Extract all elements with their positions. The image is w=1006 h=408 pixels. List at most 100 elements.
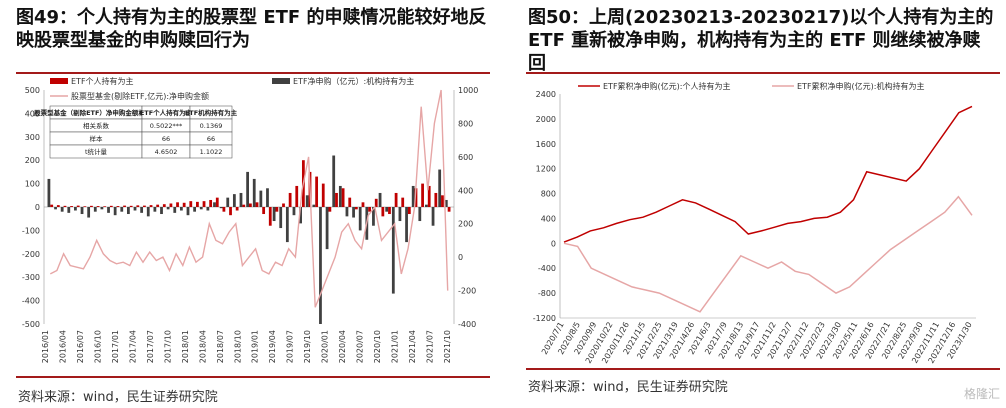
bar-institution bbox=[186, 207, 190, 216]
y-tick-left: 0 bbox=[35, 203, 40, 212]
y-tick: -800 bbox=[538, 289, 556, 298]
bar-institution bbox=[444, 199, 448, 207]
bar-individual bbox=[421, 183, 424, 207]
bar-individual bbox=[136, 205, 140, 207]
bar-institution bbox=[93, 207, 97, 212]
bar-individual bbox=[394, 192, 398, 207]
bar-individual bbox=[169, 203, 173, 207]
x-tick: 2020/01 bbox=[321, 330, 330, 363]
bar-institution bbox=[279, 207, 283, 229]
x-tick: 2016/10 bbox=[93, 330, 102, 363]
y-tick-left: 500 bbox=[25, 86, 40, 95]
bar-institution bbox=[107, 207, 110, 213]
bar-institution bbox=[431, 207, 435, 226]
bar-individual bbox=[209, 199, 213, 207]
bar-individual bbox=[368, 207, 371, 212]
bar-institution bbox=[199, 207, 203, 210]
y-tick-left: 300 bbox=[25, 133, 40, 142]
bar-institution bbox=[80, 207, 84, 215]
x-tick: 2018/04 bbox=[198, 330, 207, 363]
bar-institution bbox=[372, 207, 375, 226]
inset-table-text: 0.1369 bbox=[200, 122, 223, 130]
left-chart-title: 图49：个人持有为主的股票型 ETF 的申赎情况能较好地反映股票型基金的申购赎回… bbox=[16, 7, 487, 51]
bar-individual bbox=[176, 202, 179, 207]
bar-institution bbox=[305, 195, 309, 207]
inset-table-text: 0.5022*** bbox=[150, 122, 183, 130]
watermark-logo: 格隆汇 bbox=[963, 387, 1000, 401]
legend-swatch-institution bbox=[272, 78, 290, 84]
bar-individual bbox=[374, 198, 378, 207]
bar-institution bbox=[292, 207, 296, 216]
y-tick-left: 400 bbox=[25, 109, 40, 118]
bar-institution bbox=[74, 207, 77, 211]
line-institution bbox=[563, 195, 973, 313]
y-tick: 1200 bbox=[536, 165, 556, 174]
y-tick: 800 bbox=[541, 190, 556, 199]
x-tick: 2021/10 bbox=[443, 330, 452, 363]
bar-institution bbox=[332, 155, 336, 207]
bar-individual bbox=[156, 204, 160, 207]
y-tick-left: -100 bbox=[22, 226, 40, 235]
x-tick: 2017/07 bbox=[146, 330, 155, 363]
y-tick-right: -400 bbox=[458, 320, 476, 329]
line-stock-fund bbox=[49, 89, 449, 308]
bar-institution bbox=[213, 202, 216, 207]
bar-institution bbox=[133, 207, 137, 211]
legend-label-institution: ETF净申购（亿元）:机构持有为主 bbox=[293, 76, 414, 86]
y-tick: 400 bbox=[541, 214, 556, 223]
bar-institution bbox=[173, 207, 177, 213]
inset-table-text: 66 bbox=[207, 135, 215, 143]
inset-table-text: 相关系数 bbox=[83, 121, 110, 130]
bar-institution bbox=[127, 207, 130, 215]
x-tick: 2016/01 bbox=[41, 330, 50, 363]
x-tick: 2019/10 bbox=[303, 330, 312, 363]
x-tick: 2016/04 bbox=[58, 330, 67, 363]
bar-individual bbox=[328, 207, 332, 212]
bar-individual bbox=[249, 203, 252, 207]
y-tick: 1600 bbox=[536, 140, 556, 149]
bar-institution bbox=[166, 207, 170, 210]
y-tick-left: 200 bbox=[25, 156, 40, 165]
y-tick-right: 600 bbox=[458, 153, 473, 162]
bar-individual bbox=[182, 202, 186, 207]
bar-individual bbox=[447, 207, 451, 212]
bar-individual bbox=[262, 207, 266, 215]
y-tick-right: 800 bbox=[458, 119, 473, 128]
y-tick-right: -200 bbox=[458, 287, 476, 296]
bar-institution bbox=[266, 188, 269, 207]
inset-table-text: ETF机构持有为主 bbox=[185, 108, 238, 117]
bar-institution bbox=[160, 207, 163, 215]
bar-institution bbox=[146, 207, 150, 217]
legend-label-individual: ETF累积净申购(亿元):个人持有为主 bbox=[603, 81, 730, 91]
right-title-rule bbox=[526, 72, 1000, 74]
bar-individual bbox=[407, 207, 411, 215]
bar-institution bbox=[179, 207, 183, 211]
bar-institution bbox=[252, 178, 256, 207]
bar-individual bbox=[361, 202, 365, 207]
legend-label-institution: ETF累积净申购(亿元):机构持有为主 bbox=[797, 81, 924, 91]
bar-individual bbox=[275, 207, 279, 212]
bar-institution bbox=[153, 207, 157, 212]
bar-individual bbox=[295, 185, 299, 207]
legend-label-stock-fund: 股票型基金(剔除ETF,亿元):净申购金额 bbox=[71, 91, 209, 101]
bar-individual bbox=[434, 192, 438, 207]
bar-individual bbox=[321, 183, 325, 207]
x-tick: 2020/04 bbox=[338, 330, 347, 363]
bar-institution bbox=[67, 207, 71, 213]
bar-institution bbox=[219, 207, 223, 209]
bar-individual bbox=[381, 207, 385, 217]
bar-institution bbox=[378, 192, 382, 207]
bar-individual bbox=[288, 192, 292, 207]
bar-institution bbox=[100, 207, 104, 210]
inset-table-cell bbox=[189, 144, 233, 159]
x-tick: 2020/10 bbox=[373, 330, 382, 363]
bar-institution bbox=[193, 207, 197, 212]
bar-institution bbox=[47, 178, 51, 207]
bar-institution bbox=[272, 207, 276, 222]
y-tick-left: -400 bbox=[22, 297, 40, 306]
y-tick-right: 400 bbox=[458, 186, 473, 195]
bar-individual bbox=[414, 188, 418, 207]
bar-individual bbox=[348, 197, 352, 207]
bar-individual bbox=[215, 197, 219, 207]
y-tick: -400 bbox=[538, 264, 556, 273]
